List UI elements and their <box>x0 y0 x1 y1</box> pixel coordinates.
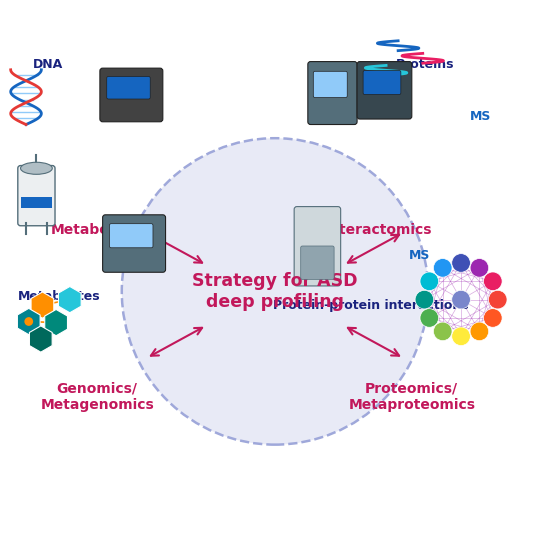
FancyBboxPatch shape <box>357 62 412 119</box>
Ellipse shape <box>20 162 52 174</box>
Circle shape <box>415 290 434 309</box>
Text: MS: MS <box>409 249 431 262</box>
Text: Protein-protein interactions: Protein-protein interactions <box>273 299 469 312</box>
Circle shape <box>433 258 452 277</box>
FancyBboxPatch shape <box>301 246 334 279</box>
Polygon shape <box>58 287 81 313</box>
FancyBboxPatch shape <box>308 62 357 124</box>
Circle shape <box>420 309 438 327</box>
Polygon shape <box>18 309 40 334</box>
FancyBboxPatch shape <box>107 76 150 99</box>
Text: DNA: DNA <box>33 58 63 71</box>
FancyBboxPatch shape <box>294 207 340 286</box>
Circle shape <box>24 317 33 326</box>
Text: Interactomics: Interactomics <box>325 223 433 237</box>
Circle shape <box>452 254 470 272</box>
Circle shape <box>452 290 470 309</box>
Circle shape <box>38 301 47 310</box>
Text: NGS: NGS <box>126 85 156 98</box>
Polygon shape <box>45 310 68 336</box>
Circle shape <box>452 327 470 345</box>
Text: Proteomics/
Metaproteomics: Proteomics/ Metaproteomics <box>348 382 475 412</box>
Circle shape <box>483 309 502 327</box>
Circle shape <box>488 290 507 309</box>
Text: Strategy for ASD
deep profiling: Strategy for ASD deep profiling <box>192 272 358 311</box>
Text: Metabolites: Metabolites <box>18 290 100 304</box>
Polygon shape <box>31 292 54 318</box>
Text: NMR: NMR <box>21 200 53 213</box>
Polygon shape <box>29 326 52 352</box>
Text: Metabolomics: Metabolomics <box>51 223 160 237</box>
FancyBboxPatch shape <box>103 215 166 272</box>
Text: Genomics/
Metagenomics: Genomics/ Metagenomics <box>40 382 154 412</box>
FancyBboxPatch shape <box>314 72 347 97</box>
Text: MS: MS <box>139 249 160 262</box>
FancyBboxPatch shape <box>363 70 401 95</box>
Circle shape <box>483 272 502 290</box>
Circle shape <box>470 322 489 340</box>
Text: Proteins: Proteins <box>396 58 455 71</box>
Text: MS: MS <box>470 110 491 123</box>
FancyBboxPatch shape <box>100 68 163 122</box>
FancyBboxPatch shape <box>20 197 52 208</box>
FancyBboxPatch shape <box>18 166 55 225</box>
Circle shape <box>470 258 489 277</box>
FancyBboxPatch shape <box>109 224 153 248</box>
Circle shape <box>122 138 428 444</box>
Circle shape <box>433 322 452 340</box>
Circle shape <box>420 272 438 290</box>
